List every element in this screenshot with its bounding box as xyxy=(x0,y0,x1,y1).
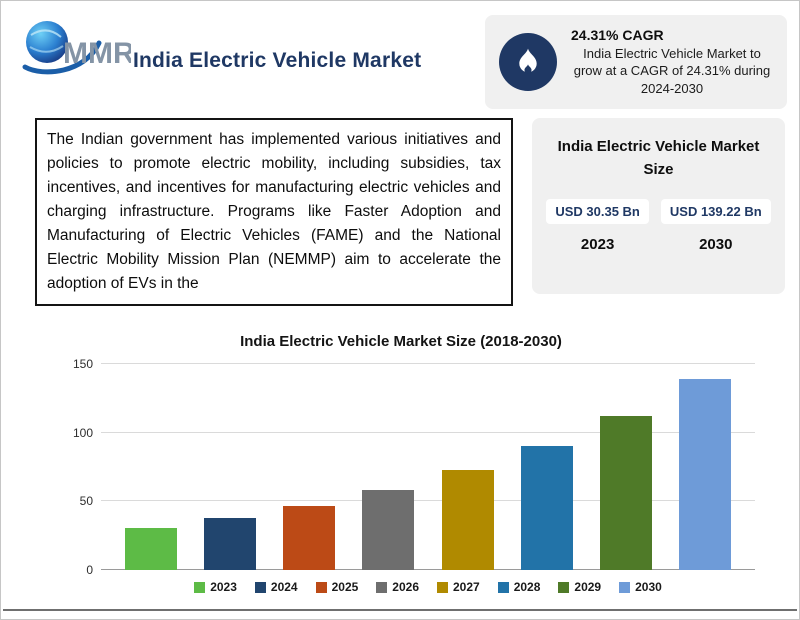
bar-2030 xyxy=(679,378,732,570)
y-tick-label: 50 xyxy=(79,494,93,509)
market-description: The Indian government has implemented va… xyxy=(35,118,513,306)
bar-2029 xyxy=(600,416,653,570)
market-size-value-2023: USD 30.35 Bn xyxy=(546,199,649,224)
bar-2024 xyxy=(203,518,256,570)
mmr-logo: MMR xyxy=(19,11,135,81)
legend-swatch xyxy=(619,581,631,593)
legend-item-2023: 2023 xyxy=(194,580,237,594)
chart-title: India Electric Vehicle Market Size (2018… xyxy=(240,333,562,350)
legend-label: 2025 xyxy=(331,580,359,594)
legend-label: 2029 xyxy=(574,580,602,594)
page-title: India Electric Vehicle Market xyxy=(133,49,422,72)
legend-label: 2027 xyxy=(453,580,480,594)
market-size-year-2030: 2030 xyxy=(699,236,733,253)
legend-item-2024: 2024 xyxy=(254,580,298,594)
chart-plot: 0 50 100 150 xyxy=(73,358,755,576)
y-tick-label: 100 xyxy=(72,425,93,440)
y-tick-label: 150 xyxy=(72,357,93,371)
legend-swatch xyxy=(558,581,570,593)
flame-icon-circle xyxy=(499,33,557,91)
bottom-divider xyxy=(3,609,797,611)
legend-item-2028: 2028 xyxy=(497,580,541,594)
market-size-card: India Electric Vehicle Market Size USD 3… xyxy=(532,118,785,294)
legend-item-2025: 2025 xyxy=(315,580,359,594)
market-size-value-2030: USD 139.22 Bn xyxy=(660,199,771,224)
legend-label: 2026 xyxy=(392,580,419,594)
market-size-title: India Electric Vehicle Market Size xyxy=(557,138,760,178)
chart-bars xyxy=(101,364,755,570)
market-size-year-2023: 2023 xyxy=(580,236,615,253)
market-size-chart: India Electric Vehicle Market Size (2018… xyxy=(37,333,765,601)
gridline xyxy=(101,363,755,364)
legend-swatch xyxy=(254,581,266,593)
legend-swatch xyxy=(497,581,509,593)
legend-swatch xyxy=(437,581,448,593)
legend-swatch xyxy=(315,581,327,593)
gridline xyxy=(101,500,755,502)
chart-legend: 2023 2024 2025 2026 2027 2028 2029 2030 xyxy=(101,580,755,594)
gridline xyxy=(101,431,755,433)
legend-label: 2030 xyxy=(635,580,662,594)
bar-2028 xyxy=(520,446,573,570)
bar-2025 xyxy=(283,505,336,570)
flame-icon xyxy=(519,48,537,74)
legend-swatch xyxy=(376,581,388,593)
legend-item-2026: 2026 xyxy=(376,580,419,594)
bar-2027 xyxy=(441,470,494,570)
bar-2026 xyxy=(362,489,415,570)
legend-swatch xyxy=(194,581,206,593)
cagr-headline: 24.31% CAGR xyxy=(571,26,664,43)
legend-item-2029: 2029 xyxy=(558,580,601,594)
logo-text: MMR xyxy=(63,37,131,70)
cagr-body: India Electric Vehicle Market to grow at… xyxy=(573,45,771,96)
globe-icon: MMR xyxy=(22,21,135,75)
market-size-col-2023: USD 30.35 Bn 2023 xyxy=(546,199,649,253)
legend-label: 2024 xyxy=(270,580,298,594)
y-tick-label: 0 xyxy=(86,563,93,577)
legend-label: 2028 xyxy=(513,580,541,594)
cagr-text-block: 24.31% CAGR India Electric Vehicle Marke… xyxy=(571,27,773,98)
legend-item-2027: 2027 xyxy=(437,580,480,594)
x-axis-line xyxy=(101,569,755,570)
market-size-col-2030: USD 139.22 Bn 2030 xyxy=(660,199,771,253)
market-size-values: USD 30.35 Bn 2023 USD 139.22 Bn 2030 xyxy=(546,199,771,253)
cagr-card: 24.31% CAGR India Electric Vehicle Marke… xyxy=(485,15,787,109)
legend-item-2030: 2030 xyxy=(619,580,662,594)
bar-2023 xyxy=(124,528,177,570)
legend-label: 2023 xyxy=(210,580,237,594)
